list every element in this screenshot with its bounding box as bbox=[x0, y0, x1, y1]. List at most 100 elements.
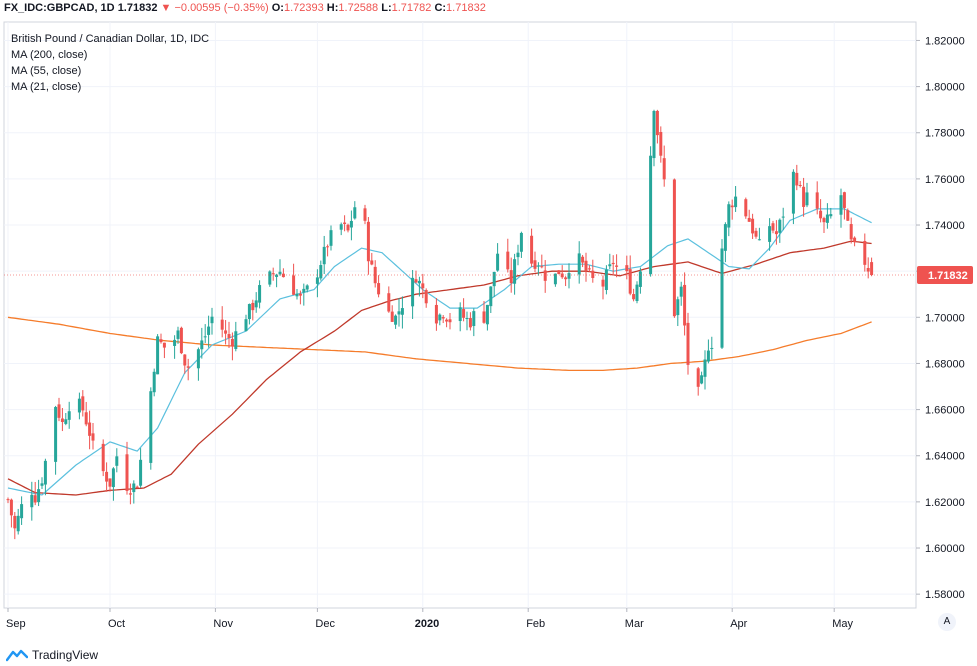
candle-body bbox=[200, 340, 204, 350]
candle-body bbox=[421, 283, 425, 289]
candle-body bbox=[846, 210, 850, 221]
y-tick-label: 1.76000 bbox=[925, 174, 965, 186]
candle-body bbox=[247, 304, 251, 320]
legend-ma21[interactable]: MA (21, close) bbox=[11, 81, 82, 93]
candle-body bbox=[863, 241, 867, 265]
candle-body bbox=[519, 232, 523, 252]
x-tick-label: Apr bbox=[730, 618, 747, 630]
tradingview-logo[interactable]: TradingView bbox=[6, 648, 98, 662]
candle-body bbox=[373, 266, 377, 284]
y-tick-label: 1.82000 bbox=[925, 35, 965, 47]
x-tick-label: Feb bbox=[526, 618, 545, 630]
candle-body bbox=[587, 268, 591, 270]
candle-body bbox=[234, 331, 238, 349]
candle-body bbox=[101, 443, 105, 472]
candle-body bbox=[632, 294, 636, 300]
brand-text: TradingView bbox=[32, 648, 99, 662]
candle-body bbox=[825, 214, 829, 223]
candle-body bbox=[438, 314, 442, 321]
candle-body bbox=[730, 205, 734, 208]
candle-body bbox=[757, 239, 761, 241]
ma200-path bbox=[7, 316, 872, 372]
candle-body bbox=[492, 271, 496, 287]
candle-body bbox=[275, 274, 279, 277]
candle-body bbox=[771, 223, 775, 231]
candle-body bbox=[482, 311, 486, 323]
candle-body bbox=[149, 391, 153, 463]
candle-body bbox=[655, 110, 659, 136]
candle-body bbox=[57, 404, 61, 418]
candle-body bbox=[30, 494, 34, 508]
candle-body bbox=[516, 252, 520, 258]
candle-body bbox=[302, 288, 306, 293]
candle-body bbox=[584, 260, 588, 272]
candle-body bbox=[295, 293, 299, 297]
candle-body bbox=[207, 326, 211, 335]
candle-body bbox=[805, 192, 809, 206]
low-value: 1.71782 bbox=[391, 2, 432, 14]
candle-body bbox=[315, 277, 319, 284]
legend-ma200[interactable]: MA (200, close) bbox=[11, 49, 88, 61]
candle-body bbox=[536, 265, 540, 267]
candle-body bbox=[156, 336, 160, 375]
candle-body bbox=[224, 330, 228, 334]
y-tick-label: 1.68000 bbox=[925, 358, 965, 370]
candle-body bbox=[183, 354, 187, 366]
candle-body bbox=[390, 311, 394, 322]
open-label: O: bbox=[271, 2, 284, 14]
candle-body bbox=[496, 253, 500, 271]
candle-body bbox=[754, 230, 758, 237]
candle-body bbox=[798, 184, 802, 186]
auto-scale-button[interactable]: A bbox=[938, 613, 956, 631]
candle-body bbox=[676, 299, 680, 316]
x-tick-label: May bbox=[832, 618, 853, 630]
candle-body bbox=[394, 315, 398, 325]
legend-ma55[interactable]: MA (55, close) bbox=[11, 65, 82, 77]
down-arrow-icon: ▼ bbox=[160, 2, 172, 14]
candle-body bbox=[173, 339, 177, 346]
candle-body bbox=[625, 265, 629, 272]
candle-body bbox=[326, 246, 330, 248]
candle-body bbox=[298, 293, 302, 296]
candle-body bbox=[251, 302, 255, 311]
candle-body bbox=[513, 259, 517, 284]
candle-body bbox=[506, 251, 510, 270]
candle-body bbox=[774, 231, 778, 235]
candle-body bbox=[84, 412, 88, 425]
candle-body bbox=[649, 155, 653, 275]
candle-body bbox=[638, 271, 642, 287]
candle-body bbox=[43, 460, 47, 485]
candle-body bbox=[465, 318, 469, 320]
candle-body bbox=[751, 218, 755, 234]
last-price-tag bbox=[917, 266, 973, 285]
y-tick-label: 1.64000 bbox=[925, 451, 965, 463]
series-title: British Pound / Canadian Dollar, 1D, IDC bbox=[11, 33, 210, 45]
candle-body bbox=[397, 311, 401, 315]
candle-body bbox=[105, 471, 109, 482]
x-tick-label: Nov bbox=[213, 618, 233, 630]
price-change: −0.00595 (−0.35%) bbox=[174, 2, 269, 14]
price-axis: 1.820001.800001.780001.760001.740001.720… bbox=[4, 35, 973, 601]
candle-body bbox=[652, 111, 656, 159]
candle-body bbox=[6, 499, 10, 501]
x-tick-label: Oct bbox=[108, 618, 125, 630]
candle-body bbox=[139, 459, 143, 486]
candle-body bbox=[339, 224, 343, 230]
candle-body bbox=[319, 265, 323, 279]
candle-body bbox=[853, 237, 857, 242]
candle-body bbox=[448, 319, 452, 323]
candle-body bbox=[377, 283, 381, 295]
high-label: H: bbox=[326, 2, 339, 14]
candle-body bbox=[553, 273, 557, 285]
candle-body bbox=[842, 192, 846, 208]
y-tick-label: 1.70000 bbox=[925, 312, 965, 324]
candle-body bbox=[349, 220, 353, 228]
candle-body bbox=[604, 269, 608, 291]
candle-body bbox=[710, 347, 714, 349]
candle-body bbox=[77, 398, 81, 413]
candle-body bbox=[727, 204, 731, 228]
candle-body bbox=[611, 262, 615, 265]
candle-body bbox=[292, 275, 296, 295]
candle-body bbox=[485, 304, 489, 325]
